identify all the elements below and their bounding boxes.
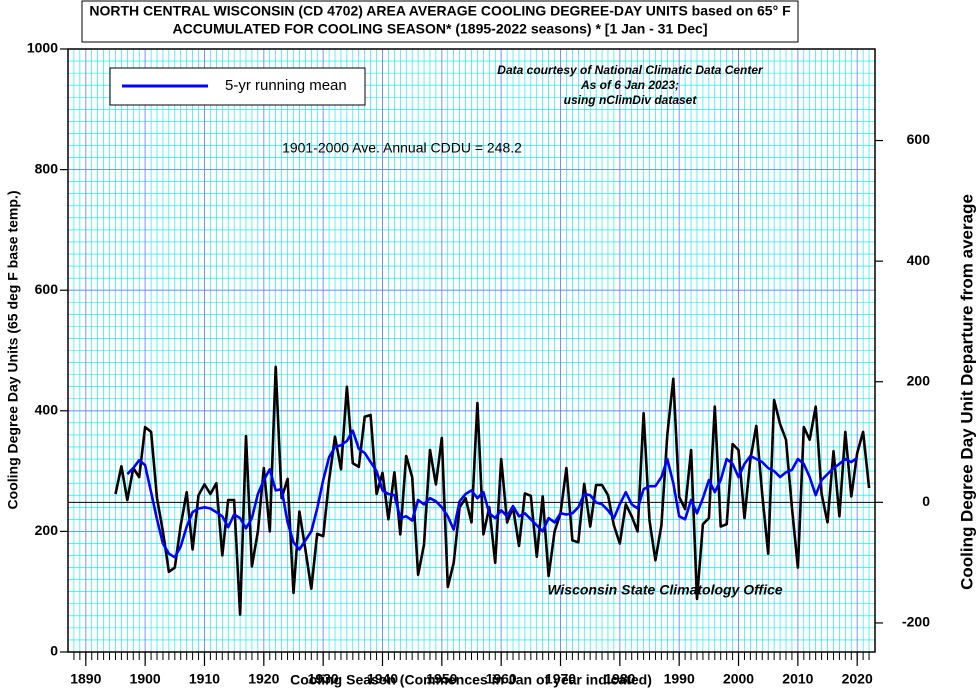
x-tick-label: 1930 bbox=[308, 671, 339, 687]
x-tick-label: 1970 bbox=[545, 671, 576, 687]
x-tick-label: 1990 bbox=[664, 671, 695, 687]
y2-tick-label: 400 bbox=[907, 252, 931, 268]
x-tick-label: 1910 bbox=[189, 671, 220, 687]
chart-title: ACCUMULATED FOR COOLING SEASON* (1895-20… bbox=[173, 21, 708, 37]
y-axis-label: Cooling Degree Day Units (65 deg F base … bbox=[5, 191, 21, 510]
y-tick-label: 400 bbox=[35, 402, 59, 418]
y2-tick-label: 600 bbox=[907, 131, 931, 147]
x-tick-label: 2000 bbox=[723, 671, 754, 687]
y-tick-label: 600 bbox=[35, 281, 59, 297]
x-tick-label: 2020 bbox=[842, 671, 873, 687]
y-tick-label: 200 bbox=[35, 522, 59, 538]
x-axis-label: Cooling Season (Commences in Jan of year… bbox=[290, 672, 652, 688]
plot: 1890 1900 1910 1920 1930 1940 1950 1960 1970 1980… bbox=[27, 40, 930, 687]
chart-title: NORTH CENTRAL WISCONSIN (CD 4702) AREA A… bbox=[89, 3, 791, 19]
x-tick-label: 1900 bbox=[130, 671, 161, 687]
x-tick-label: 2010 bbox=[782, 671, 813, 687]
legend-label: 5-yr running mean bbox=[225, 77, 347, 94]
annotation: As of 6 Jan 2023; bbox=[580, 78, 679, 92]
x-tick-label: 1980 bbox=[604, 671, 635, 687]
x-tick-label: 1960 bbox=[486, 671, 517, 687]
series-line bbox=[126, 429, 858, 559]
annotation: Wisconsin State Climatology Office bbox=[547, 582, 783, 598]
x-tick-label: 1920 bbox=[248, 671, 279, 687]
x-tick-label: 1950 bbox=[426, 671, 457, 687]
y2-tick-label: 0 bbox=[922, 493, 930, 509]
x-tick-label: 1940 bbox=[367, 671, 398, 687]
y-tick-label: 1000 bbox=[27, 40, 58, 56]
series-line bbox=[114, 365, 871, 616]
y-tick-label: 800 bbox=[35, 160, 59, 176]
y2-tick-label: 200 bbox=[907, 372, 931, 388]
plot-frame bbox=[67, 48, 876, 653]
annotation: 1901-2000 Ave. Annual CDDU = 248.2 bbox=[282, 140, 522, 156]
y-tick-label: 0 bbox=[50, 643, 58, 659]
annotation: Data courtesy of National Climatic Data … bbox=[497, 63, 764, 77]
annotation: using nClimDiv dataset bbox=[564, 93, 698, 107]
title-box bbox=[81, 0, 799, 43]
y2-axis-label: Cooling Degree Day Unit Departure from a… bbox=[957, 194, 976, 590]
y2-tick-label: -200 bbox=[902, 614, 930, 630]
x-tick-label: 1890 bbox=[70, 671, 101, 687]
